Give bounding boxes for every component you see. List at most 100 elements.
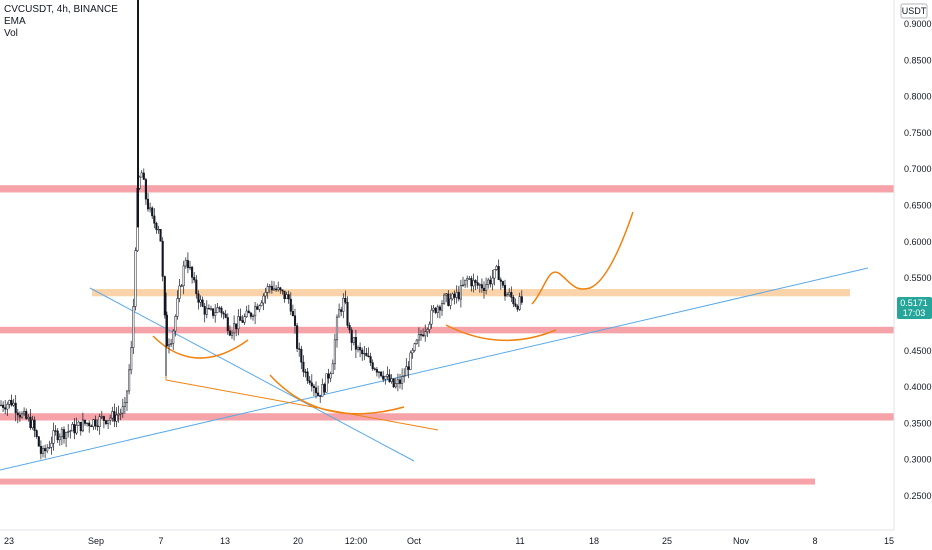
- candle-up: [262, 295, 265, 304]
- candle-up: [331, 363, 334, 375]
- candle-down: [312, 385, 315, 388]
- candle-down: [146, 198, 150, 210]
- price-tick-label: 0.5500: [904, 273, 932, 283]
- candle-down: [270, 285, 273, 291]
- time-tick-label: Oct: [407, 536, 422, 546]
- time-axis[interactable]: 23 Sep 7 13 20 12:00 Oct 11 18 25 Nov 8 15: [4, 536, 894, 546]
- candle-up: [251, 315, 255, 317]
- candle-up: [130, 347, 133, 371]
- candle-down: [14, 402, 17, 414]
- candle-up: [50, 443, 53, 448]
- candle-up: [472, 280, 475, 287]
- bar-countdown: 17:03: [903, 308, 926, 318]
- candle-up: [254, 306, 257, 317]
- red-zone[interactable]: [0, 326, 894, 334]
- candle-up: [8, 400, 11, 405]
- candle-up: [436, 306, 439, 313]
- currency-label: USDT: [902, 6, 927, 16]
- candle-up: [20, 413, 24, 418]
- support-resistance-zones[interactable]: [0, 185, 894, 485]
- candle-down: [241, 320, 244, 323]
- candle-up: [107, 420, 110, 425]
- candle-down: [83, 419, 87, 424]
- candle-up: [100, 416, 103, 418]
- candle-up: [405, 366, 408, 377]
- red-zone[interactable]: [0, 185, 894, 193]
- candle-up: [455, 291, 458, 298]
- candle-up: [31, 419, 34, 428]
- candle-up: [264, 292, 267, 297]
- candle-up: [0, 404, 3, 407]
- price-tick-label: 0.6500: [904, 201, 932, 211]
- curve-left-bottom[interactable]: [152, 335, 249, 359]
- candle-up: [417, 334, 420, 341]
- candle-up: [493, 269, 496, 279]
- candle-down: [365, 352, 368, 357]
- candle-down: [453, 293, 456, 298]
- candle-up: [176, 298, 179, 317]
- candle-down: [155, 222, 158, 230]
- candle-down: [256, 306, 259, 310]
- price-tick-label: 0.3500: [904, 418, 932, 428]
- candle-up: [415, 339, 418, 344]
- candle-up: [363, 352, 366, 355]
- candle-down: [283, 290, 286, 300]
- curve-right-bottom[interactable]: [445, 324, 557, 342]
- descending-trendline[interactable]: [89, 287, 415, 462]
- ascending-trendline[interactable]: [0, 267, 869, 471]
- candle-down: [516, 305, 519, 310]
- red-zone[interactable]: [0, 478, 815, 485]
- projection-path[interactable]: [531, 211, 634, 305]
- candle-up: [138, 176, 141, 189]
- price-tick-label: 0.4500: [904, 346, 932, 356]
- price-tick-label: 0.7500: [904, 128, 932, 138]
- candle-up: [413, 343, 416, 351]
- candle-down: [392, 378, 395, 388]
- candle-up: [386, 374, 389, 377]
- red-zone[interactable]: [0, 413, 894, 421]
- candle-up: [41, 448, 45, 454]
- candle-up: [384, 376, 387, 380]
- candle-down: [308, 380, 311, 384]
- drawings-layer[interactable]: [0, 211, 869, 471]
- candle-up: [335, 316, 339, 341]
- candle-up: [466, 278, 469, 281]
- candle-down: [151, 207, 154, 217]
- candle-down: [302, 361, 305, 373]
- candle-up: [495, 266, 498, 270]
- candle-down: [447, 293, 450, 306]
- candle-down: [438, 306, 441, 311]
- candle-up: [508, 292, 511, 295]
- candle-down: [186, 260, 189, 268]
- symbol-info[interactable]: CVCUSDT, 4h, BINANCE: [4, 4, 118, 15]
- candle-up: [409, 352, 412, 370]
- candle-up: [170, 343, 173, 345]
- time-tick-label: 8: [812, 536, 817, 546]
- candle-up: [325, 373, 328, 393]
- curve-middle-bottom[interactable]: [269, 374, 405, 415]
- price-axis[interactable]: USDT: [893, 0, 928, 530]
- candle-up: [180, 285, 183, 287]
- candle-up: [268, 285, 271, 288]
- candle-down: [359, 347, 362, 351]
- candle-up: [506, 294, 509, 297]
- candle-down: [380, 371, 383, 377]
- candle-down: [96, 425, 99, 428]
- candle-up: [167, 344, 171, 347]
- candle-down: [113, 411, 116, 422]
- candle-up: [449, 298, 452, 306]
- candle-up: [342, 298, 345, 312]
- candle-down: [201, 299, 204, 307]
- candle-down: [323, 384, 326, 393]
- candle-up: [174, 316, 177, 332]
- orange-sloped-line[interactable]: [165, 379, 439, 431]
- candle-down: [29, 416, 32, 428]
- candle-down: [304, 371, 307, 373]
- candle-up: [205, 307, 208, 315]
- volume-indicator-label[interactable]: Vol: [4, 28, 18, 39]
- orange-zone[interactable]: [92, 289, 850, 297]
- candle-down: [56, 430, 59, 441]
- candle-down: [33, 419, 36, 431]
- ema-indicator-label[interactable]: EMA: [4, 16, 26, 27]
